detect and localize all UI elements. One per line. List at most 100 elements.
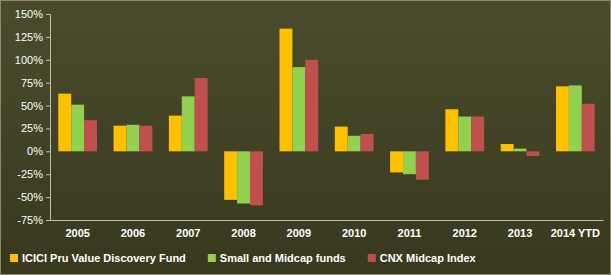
bar bbox=[556, 86, 569, 151]
bar bbox=[348, 136, 361, 152]
y-tick-mark bbox=[46, 151, 50, 152]
legend-label: ICICI Pru Value Discovery Fund bbox=[22, 252, 186, 264]
plot: -75%-50%-25%0%25%50%75%100%125%150%20052… bbox=[15, 8, 604, 239]
bar bbox=[361, 134, 374, 151]
x-tick-label: 2010 bbox=[342, 227, 366, 239]
y-tick-mark bbox=[46, 60, 50, 61]
x-tick: 2014 YTD bbox=[551, 220, 600, 239]
y-tick-label: 150% bbox=[15, 8, 43, 20]
y-tick: 25% bbox=[21, 122, 50, 134]
y-tick-label: -50% bbox=[17, 191, 43, 203]
x-tick-label: 2009 bbox=[287, 227, 311, 239]
y-tick: 125% bbox=[15, 31, 50, 43]
bar bbox=[390, 151, 403, 172]
legend: ICICI Pru Value Discovery Fund Small and … bbox=[10, 252, 477, 264]
x-tick: 2008 bbox=[231, 220, 255, 239]
x-axis-line bbox=[51, 220, 604, 221]
y-tick-mark bbox=[46, 220, 50, 221]
bar bbox=[445, 109, 458, 151]
x-tick-label: 2005 bbox=[65, 227, 89, 239]
bar bbox=[169, 116, 182, 152]
legend-swatch bbox=[208, 254, 216, 262]
x-tick: 2009 bbox=[287, 220, 311, 239]
y-tick-mark bbox=[46, 197, 50, 198]
bar bbox=[71, 105, 84, 152]
bar bbox=[139, 126, 152, 152]
series bbox=[58, 29, 569, 200]
bar bbox=[569, 85, 582, 151]
x-tick-label: 2008 bbox=[231, 227, 255, 239]
x-tick: 2005 bbox=[65, 220, 89, 239]
legend-swatch bbox=[368, 254, 376, 262]
y-tick-mark bbox=[46, 128, 50, 129]
y-tick-mark bbox=[46, 174, 50, 175]
legend-label: Small and Midcap funds bbox=[220, 252, 346, 264]
y-tick-mark bbox=[46, 37, 50, 38]
legend-label: CNX Midcap Index bbox=[380, 252, 477, 264]
bar bbox=[501, 144, 514, 151]
x-tick-label: 2006 bbox=[121, 227, 145, 239]
y-tick: -75% bbox=[17, 214, 50, 226]
x-tick: 2007 bbox=[176, 220, 200, 239]
x-tick-label: 2011 bbox=[398, 227, 422, 239]
bar bbox=[182, 96, 195, 151]
bar bbox=[195, 78, 208, 151]
y-tick: -50% bbox=[17, 191, 50, 203]
bar bbox=[458, 117, 471, 152]
legend-item: CNX Midcap Index bbox=[368, 252, 477, 264]
bar bbox=[292, 67, 305, 151]
y-tick-label: -25% bbox=[17, 168, 43, 180]
y-tick-label: 125% bbox=[15, 31, 43, 43]
bar bbox=[416, 151, 429, 179]
legend-swatch bbox=[10, 254, 18, 262]
bar bbox=[305, 60, 318, 152]
bar bbox=[84, 120, 97, 151]
y-tick-mark bbox=[46, 83, 50, 84]
series bbox=[71, 67, 582, 203]
y-tick-label: 0% bbox=[27, 145, 43, 157]
y-tick: 50% bbox=[21, 100, 50, 112]
y-axis-line bbox=[46, 15, 51, 221]
bar bbox=[237, 151, 250, 203]
x-tick: 2012 bbox=[453, 220, 477, 239]
x-tick-label: 2014 YTD bbox=[551, 227, 600, 239]
x-tick-label: 2012 bbox=[453, 227, 477, 239]
bar bbox=[279, 29, 292, 152]
y-tick-mark bbox=[46, 14, 50, 15]
y-axis: -75% -50% -25% 0% 25% 50% 75% 100% 125% 150% bbox=[15, 8, 51, 226]
x-tick: 2006 bbox=[121, 220, 145, 239]
bar bbox=[582, 104, 595, 152]
bar bbox=[58, 94, 71, 152]
bar bbox=[114, 126, 127, 152]
y-tick: 0% bbox=[27, 145, 50, 157]
x-tick-label: 2013 bbox=[508, 227, 532, 239]
y-tick-label: 100% bbox=[15, 54, 43, 66]
legend-item: ICICI Pru Value Discovery Fund bbox=[10, 252, 186, 264]
bar bbox=[250, 151, 263, 205]
bar bbox=[527, 151, 540, 156]
bar bbox=[471, 117, 484, 152]
y-tick: 100% bbox=[15, 54, 50, 66]
x-tick-label: 2007 bbox=[176, 227, 200, 239]
bar bbox=[224, 151, 237, 200]
chart: -75%-50%-25%0%25%50%75%100%125%150%20052… bbox=[0, 0, 611, 275]
bars bbox=[58, 29, 594, 206]
x-tick: 2010 bbox=[342, 220, 366, 239]
y-tick: -25% bbox=[17, 168, 50, 180]
y-tick: 75% bbox=[21, 77, 50, 89]
bar bbox=[514, 149, 527, 152]
legend-item: Small and Midcap funds bbox=[208, 252, 346, 264]
bar bbox=[403, 151, 416, 174]
background bbox=[1, 1, 611, 275]
y-tick-label: 50% bbox=[21, 100, 43, 112]
bar bbox=[335, 127, 348, 152]
x-tick: 2011 bbox=[398, 220, 422, 239]
series bbox=[84, 60, 595, 206]
y-tick-label: -75% bbox=[17, 214, 43, 226]
y-tick-label: 25% bbox=[21, 122, 43, 134]
bar bbox=[126, 125, 139, 152]
x-axis: 2005 2006 2007 2008 2009 2010 2011 2012 2013 2014… bbox=[51, 220, 604, 239]
y-tick-label: 75% bbox=[21, 77, 43, 89]
y-tick: 150% bbox=[15, 8, 50, 20]
x-tick: 2013 bbox=[508, 220, 532, 239]
